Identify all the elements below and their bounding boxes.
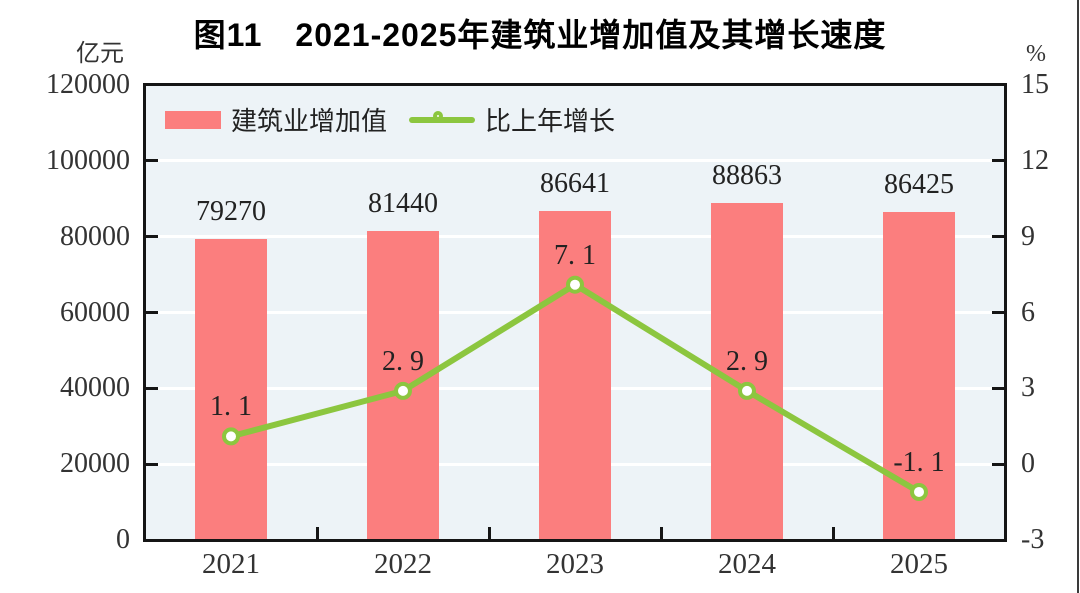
x-axis-label-2021: 2021	[202, 548, 260, 580]
x-axis-label-2025: 2025	[890, 548, 948, 580]
bar-value-label: 88863	[712, 160, 782, 192]
right-axis-tick-label: 0	[1021, 448, 1035, 480]
right-axis-tick-label: -3	[1021, 524, 1045, 555]
x-axis-tickmark	[659, 527, 663, 540]
x-axis-tickmark	[831, 527, 835, 540]
y-axis-tick-label: 100000	[46, 144, 130, 176]
right-axis-tickmark	[992, 386, 1005, 390]
bar-2022	[367, 231, 439, 540]
right-axis-tickmark	[992, 235, 1005, 239]
line-legend-swatch-icon	[409, 110, 476, 130]
bar-2021	[195, 239, 267, 540]
y-axis-tickmark	[145, 311, 158, 314]
legend-item-line: 比上年增长	[409, 101, 615, 138]
y-axis-tickmark	[145, 462, 158, 466]
x-axis-tickmark	[487, 527, 491, 540]
left-axis-unit: 亿元	[76, 41, 124, 67]
bar-value-label: 86641	[540, 168, 610, 200]
legend-label-bar: 建筑业增加值	[231, 107, 388, 136]
right-axis-tick-label: 9	[1021, 220, 1035, 252]
y-axis-tick-label: 20000	[60, 448, 130, 480]
bar-2025	[883, 212, 955, 540]
y-axis-tickmark	[145, 386, 158, 390]
x-axis-label-2024: 2024	[718, 548, 776, 580]
x-axis-label-2023: 2023	[546, 548, 604, 580]
x-axis-label-2022: 2022	[374, 548, 432, 580]
legend-item-bar: 建筑业增加值	[165, 101, 387, 138]
right-axis-tickmark	[992, 159, 1005, 163]
x-axis-tickmark	[315, 527, 319, 540]
line-legend-marker-icon	[433, 110, 444, 121]
right-axis-unit: %	[1026, 41, 1046, 67]
chart-title: 图11 2021-2025年建筑业增加值及其增长速度	[193, 17, 887, 53]
line-value-label: 2. 9	[726, 345, 768, 377]
right-axis-tickmark	[992, 311, 1005, 314]
right-axis-tick-label: 15	[1021, 69, 1049, 100]
line-value-label: -1. 1	[893, 446, 945, 478]
y-axis-tick-label: 0	[116, 524, 130, 555]
y-axis-tick-label: 40000	[60, 372, 130, 404]
bar-value-label: 79270	[196, 196, 266, 228]
right-axis-tick-label: 12	[1021, 144, 1049, 176]
right-axis-tick-label: 6	[1021, 296, 1035, 328]
right-axis-tick-label: 3	[1021, 372, 1035, 404]
page-border-right	[1077, 0, 1079, 593]
legend-label-line: 比上年增长	[485, 107, 616, 136]
y-axis-tick-label: 80000	[60, 220, 130, 252]
line-value-label: 7. 1	[554, 239, 596, 271]
y-axis-tickmark	[145, 159, 158, 163]
y-axis-tick-label: 120000	[46, 69, 130, 100]
legend: 建筑业增加值 比上年增长	[165, 101, 615, 138]
line-legend-line	[409, 116, 476, 123]
line-value-label: 1. 1	[210, 391, 252, 423]
bar-legend-swatch-icon	[165, 110, 221, 129]
bar-value-label: 81440	[368, 188, 438, 220]
bar-value-label: 86425	[884, 169, 954, 201]
y-axis-tickmark	[145, 235, 158, 239]
y-axis-tick-label: 60000	[60, 296, 130, 328]
line-value-label: 2. 9	[382, 345, 424, 377]
right-axis-tickmark	[992, 462, 1005, 466]
gridline	[145, 159, 1005, 163]
